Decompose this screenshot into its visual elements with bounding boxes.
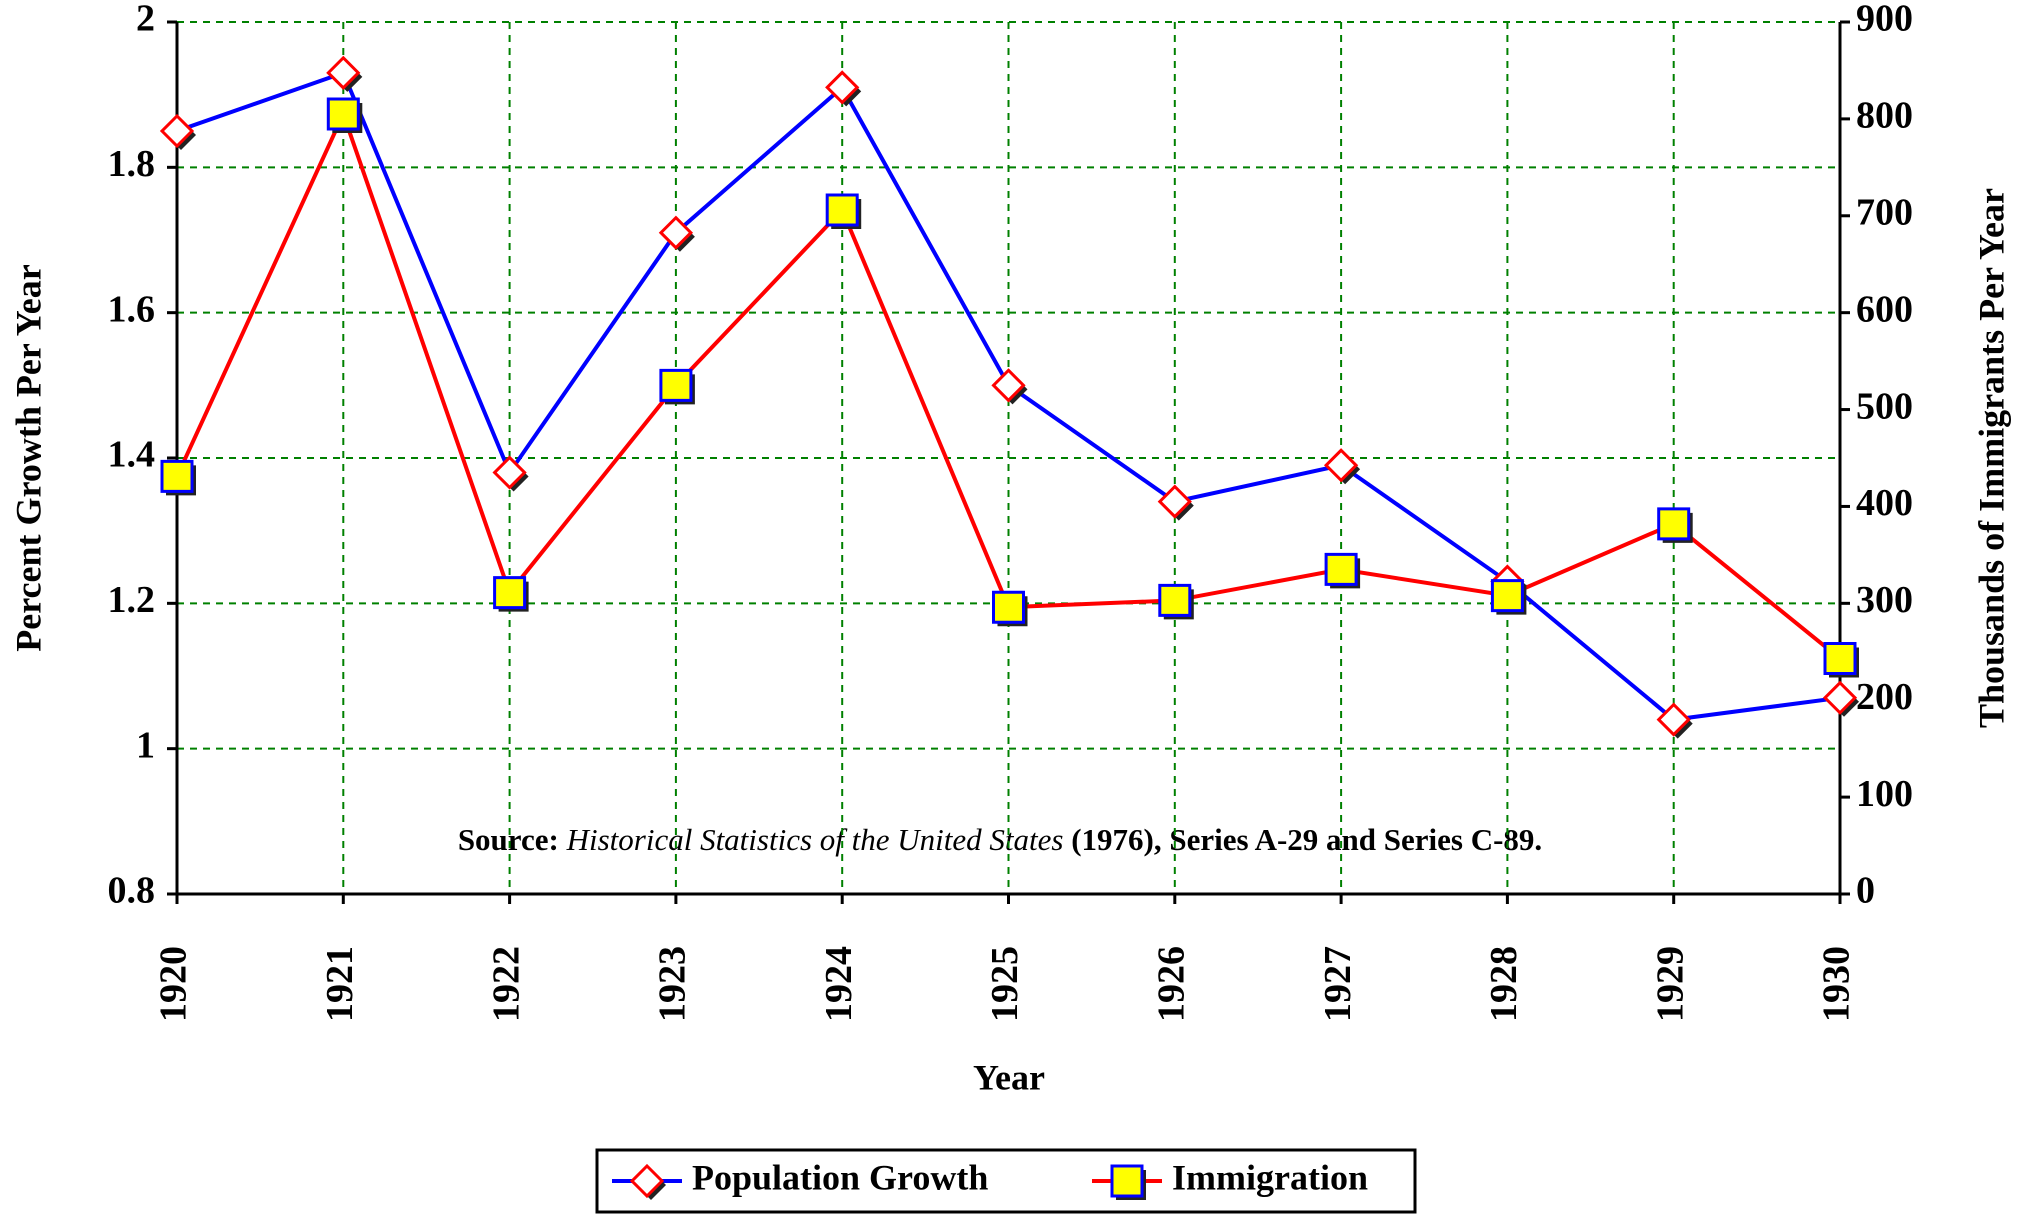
y2-tick-label: 900 bbox=[1856, 0, 1913, 40]
x-tick-label: 1930 bbox=[1816, 946, 1858, 1022]
y2-tick-label: 800 bbox=[1856, 95, 1913, 137]
y2-tick-label: 700 bbox=[1856, 191, 1913, 233]
x-tick-label: 1925 bbox=[984, 946, 1026, 1022]
y-axis-label: Percent Growth Per Year bbox=[8, 264, 48, 652]
data-point bbox=[159, 113, 195, 149]
data-point bbox=[326, 97, 360, 131]
annotation: Source: Historical Statistics of the Uni… bbox=[458, 822, 1542, 857]
data-point bbox=[1158, 583, 1192, 617]
data-point bbox=[825, 193, 859, 227]
legend-box bbox=[595, 1148, 1417, 1214]
x-tick-label: 1928 bbox=[1483, 946, 1525, 1022]
annotation-part: (1976), Series A-29 and Series C-89. bbox=[1071, 822, 1542, 857]
data-point bbox=[992, 590, 1025, 624]
y2-tick-label: 100 bbox=[1856, 773, 1913, 815]
x-tick-label: 1929 bbox=[1649, 946, 1691, 1022]
y-tick-label: 1.8 bbox=[108, 143, 156, 185]
data-point bbox=[1822, 680, 1858, 715]
data-point bbox=[1657, 507, 1691, 541]
x-tick-label: 1921 bbox=[319, 946, 361, 1022]
data-point bbox=[493, 576, 527, 610]
y-tick-label: 2 bbox=[136, 0, 155, 40]
x-tick-label: 1924 bbox=[818, 946, 860, 1022]
data-point bbox=[1323, 448, 1359, 483]
annotation-part: Source: bbox=[458, 822, 559, 857]
y2-tick-label: 0 bbox=[1856, 870, 1875, 912]
y2-tick-label: 500 bbox=[1856, 385, 1913, 427]
x-tick-label: 1920 bbox=[153, 946, 195, 1022]
y-tick-label: 0.8 bbox=[108, 870, 156, 912]
data-point bbox=[1656, 702, 1691, 737]
data-point bbox=[1823, 642, 1857, 676]
x-axis-label: Year bbox=[973, 1057, 1045, 1097]
data-point bbox=[1490, 579, 1524, 613]
data-point bbox=[160, 459, 194, 493]
y-tick-label: 1 bbox=[136, 724, 155, 766]
y2-tick-label: 400 bbox=[1856, 482, 1913, 524]
y2-tick-label: 200 bbox=[1856, 676, 1913, 718]
x-tick-label: 1923 bbox=[652, 946, 694, 1022]
y-tick-label: 1.2 bbox=[108, 579, 156, 621]
x-tick-label: 1926 bbox=[1151, 946, 1193, 1022]
y-tick-label: 1.4 bbox=[108, 434, 156, 476]
legend-label: Immigration bbox=[1172, 1157, 1368, 1197]
data-point bbox=[659, 368, 693, 402]
y2-axis-label: Thousands of Immigrants Per Year bbox=[1971, 188, 2011, 728]
legend-marker bbox=[629, 1163, 665, 1199]
data-point bbox=[991, 368, 1026, 403]
x-tick-label: 1922 bbox=[485, 946, 527, 1022]
data-point bbox=[1157, 484, 1192, 519]
data-point bbox=[1324, 552, 1358, 586]
y-tick-label: 1.6 bbox=[108, 288, 156, 330]
data-point bbox=[492, 455, 527, 490]
x-tick-label: 1927 bbox=[1317, 946, 1359, 1022]
data-point bbox=[658, 215, 694, 250]
data-point bbox=[326, 55, 361, 90]
data-point bbox=[825, 70, 860, 105]
legend-marker bbox=[1110, 1164, 1144, 1198]
y2-tick-label: 300 bbox=[1856, 579, 1913, 621]
legend-label: Population Growth bbox=[692, 1157, 988, 1197]
y2-tick-label: 600 bbox=[1856, 288, 1913, 330]
annotation-part: Historical Statistics of the United Stat… bbox=[566, 822, 1064, 857]
